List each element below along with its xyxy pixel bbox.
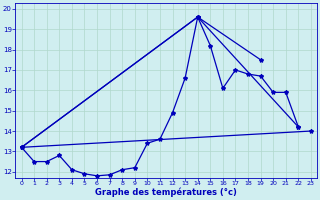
X-axis label: Graphe des températures (°c): Graphe des températures (°c) [95,188,237,197]
